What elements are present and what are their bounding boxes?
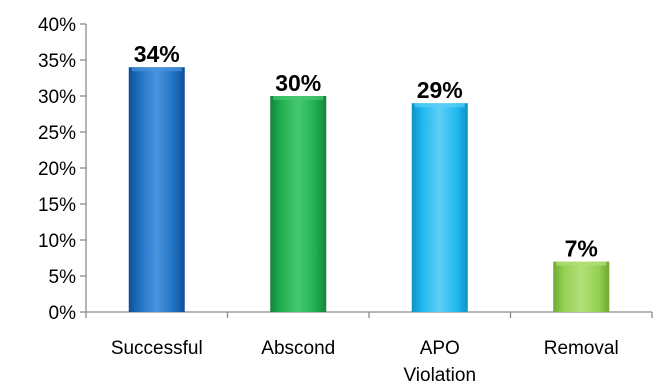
bar-top-bevel [131, 67, 182, 72]
bar-abscond [270, 96, 327, 312]
y-tick-label: 0% [49, 303, 77, 324]
y-tick-label: 15% [38, 195, 76, 216]
value-label: 30% [275, 70, 321, 96]
y-tick-label: 40% [38, 15, 76, 36]
y-tick-label: 30% [38, 87, 76, 108]
bar-apo-violation [411, 103, 468, 312]
y-tick-label: 10% [38, 231, 76, 252]
y-tick-label: 35% [38, 51, 76, 72]
value-label: 7% [565, 236, 598, 262]
bar-successful [128, 67, 185, 312]
bar-removal [553, 261, 610, 312]
category-labels: Successful Abscond APO Violation Removal [111, 338, 619, 386]
bars [128, 67, 610, 312]
bar-top-bevel [414, 103, 465, 108]
category-label: Removal [544, 338, 619, 359]
x-axis [85, 311, 653, 318]
value-label: 34% [134, 41, 180, 67]
value-labels: 34% 30% 29% 7% [134, 41, 598, 261]
y-tick-label: 25% [38, 123, 76, 144]
category-label: Successful [111, 338, 203, 359]
value-label: 29% [417, 77, 463, 103]
category-label: Abscond [261, 338, 335, 359]
y-tick-label: 20% [38, 159, 76, 180]
bar-top-bevel [273, 96, 324, 100]
bar-top-bevel [556, 261, 607, 266]
y-tick-label: 5% [49, 267, 77, 288]
y-axis: 0% 5% 10% 15% 20% 25% 30% 35% 40% [38, 15, 87, 324]
category-label: APO Violation [403, 338, 476, 386]
